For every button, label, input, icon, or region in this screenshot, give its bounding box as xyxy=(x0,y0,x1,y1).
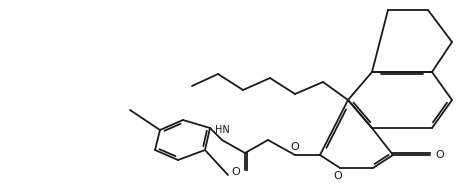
Text: O: O xyxy=(334,171,342,181)
Text: O: O xyxy=(291,142,299,152)
Text: O: O xyxy=(231,167,240,177)
Text: O: O xyxy=(435,150,444,160)
Text: HN: HN xyxy=(215,125,229,135)
